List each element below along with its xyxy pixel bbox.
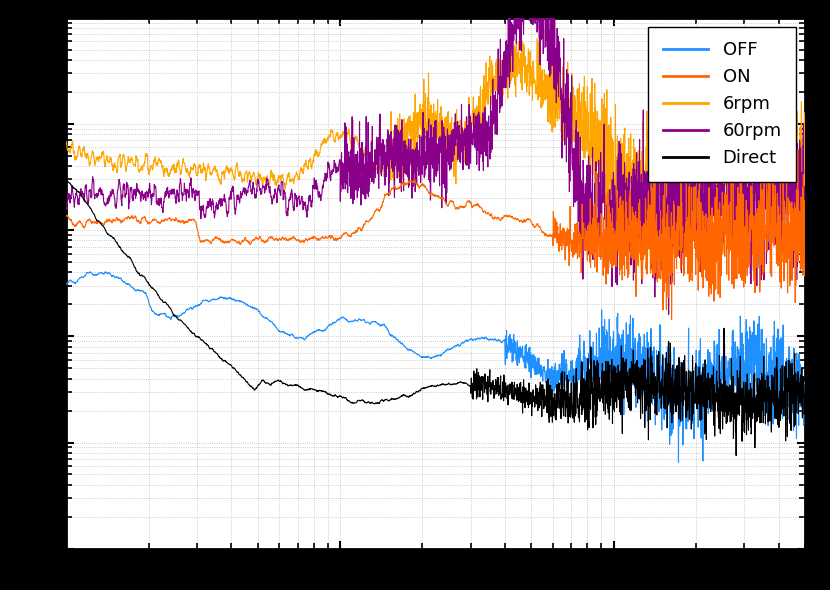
Direct [706, 401, 716, 408]
ON [666, 316, 676, 323]
6rpm [646, 267, 656, 274]
60rpm [706, 166, 716, 173]
Direct [145, 283, 155, 290]
ON [786, 200, 796, 207]
OFF [345, 318, 355, 325]
60rpm [786, 160, 796, 167]
OFF [706, 359, 716, 366]
60rpm [189, 195, 199, 202]
OFF [61, 281, 71, 288]
ON [61, 212, 71, 219]
Direct [61, 176, 71, 183]
Line: OFF: OFF [66, 272, 805, 462]
OFF [190, 303, 200, 310]
Direct [800, 381, 810, 388]
6rpm [800, 178, 810, 185]
ON [793, 146, 803, 153]
60rpm [664, 311, 674, 318]
Line: 6rpm: 6rpm [66, 38, 805, 271]
ON [145, 219, 155, 226]
60rpm [344, 182, 354, 189]
Legend: OFF, ON, 6rpm, 60rpm, Direct: OFF, ON, 6rpm, 60rpm, Direct [648, 27, 796, 182]
Line: Direct: Direct [66, 180, 805, 455]
6rpm [145, 162, 155, 169]
Direct [377, 396, 387, 404]
OFF [786, 358, 796, 365]
Line: 60rpm: 60rpm [66, 0, 805, 314]
ON [800, 267, 810, 274]
6rpm [377, 171, 387, 178]
60rpm [377, 140, 387, 147]
ON [344, 232, 354, 239]
6rpm [61, 138, 71, 145]
Line: ON: ON [66, 150, 805, 319]
60rpm [61, 206, 71, 214]
Direct [189, 330, 199, 337]
60rpm [145, 194, 155, 201]
OFF [673, 458, 683, 466]
6rpm [511, 35, 521, 42]
ON [706, 290, 716, 297]
6rpm [189, 160, 199, 167]
Direct [344, 398, 354, 405]
6rpm [344, 133, 354, 140]
Direct [731, 452, 741, 459]
6rpm [786, 149, 796, 156]
60rpm [800, 197, 810, 204]
OFF [146, 304, 156, 311]
6rpm [706, 201, 716, 208]
ON [377, 202, 387, 209]
OFF [377, 322, 387, 329]
ON [189, 217, 199, 224]
OFF [100, 268, 110, 276]
OFF [800, 386, 810, 393]
Direct [786, 360, 796, 368]
